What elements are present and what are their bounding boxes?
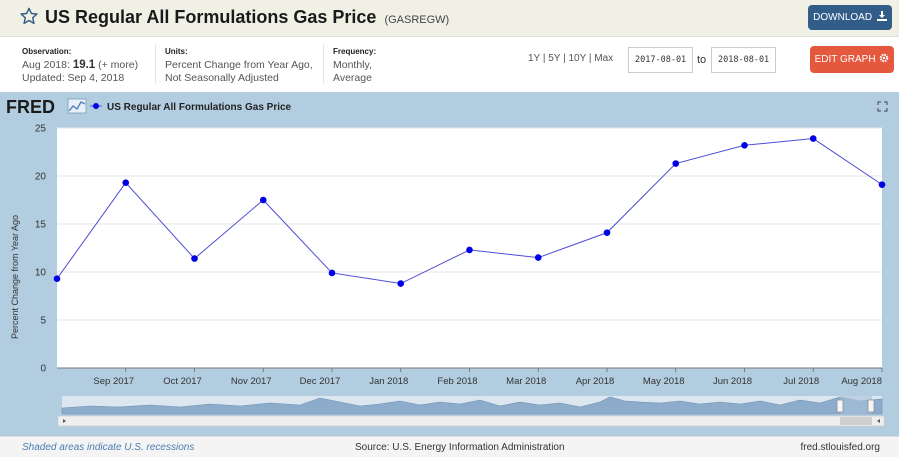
x-tick-label: Aug 2018: [841, 376, 882, 387]
edit-graph-label: EDIT GRAPH: [814, 54, 876, 65]
download-icon: [876, 11, 887, 21]
data-point[interactable]: [878, 181, 886, 188]
range-max[interactable]: Max: [594, 53, 614, 64]
y-tick-label: 15: [35, 220, 47, 231]
units-line2: Not Seasonally Adjusted: [165, 72, 279, 84]
range-5y[interactable]: 5Y: [548, 53, 561, 64]
navigator[interactable]: [57, 396, 885, 427]
range-selector: 1Y | 5Y | 10Y | Max: [528, 53, 613, 64]
end-date-input[interactable]: [711, 47, 776, 73]
y-tick-label: 0: [40, 364, 46, 375]
fred-url-link[interactable]: fred.stlouisfed.org: [800, 442, 881, 453]
x-tick-label: Oct 2017: [163, 376, 202, 387]
expand-icon[interactable]: [877, 101, 888, 112]
x-tick-label: Jan 2018: [369, 376, 408, 387]
range-separator: |: [563, 53, 566, 64]
series-id: (GASREGW): [384, 14, 450, 26]
series-line-group: [53, 135, 886, 287]
units-label: Units:: [165, 47, 188, 56]
y-axis-label: Percent Change from Year Ago: [10, 215, 20, 339]
fred-logo-chart-icon: [67, 98, 87, 114]
x-tick-label: Dec 2017: [300, 376, 341, 387]
divider: [323, 44, 324, 84]
download-label: DOWNLOAD: [813, 12, 873, 23]
units-line1: Percent Change from Year Ago,: [165, 59, 313, 71]
observation-more-link[interactable]: (+ more): [98, 59, 139, 71]
range-separator: |: [588, 53, 592, 64]
observation-value: 19.1: [72, 59, 96, 71]
navigator-handle-left[interactable]: [836, 399, 844, 413]
legend-marker: [93, 103, 99, 109]
navigator-mini-chart: [61, 396, 883, 415]
data-point[interactable]: [397, 280, 405, 287]
y-tick-label: 5: [40, 316, 46, 327]
x-tick-label: Mar 2018: [506, 376, 546, 387]
observation-block: Observation: Aug 2018: 19.1 (+ more) Upd…: [22, 45, 138, 85]
range-1y[interactable]: 1Y: [528, 53, 541, 64]
scroll-right-icon[interactable]: [877, 419, 880, 423]
page-title: US Regular All Formulations Gas Price (G…: [45, 7, 449, 28]
download-button[interactable]: DOWNLOAD: [808, 5, 892, 30]
legend: US Regular All Formulations Gas Price: [90, 102, 292, 113]
scroll-left-icon[interactable]: [63, 419, 66, 423]
observation-label: Observation:: [22, 47, 72, 56]
data-point[interactable]: [809, 135, 817, 142]
graph-footer: Shaded areas indicate U.S. recessions So…: [0, 436, 899, 457]
recession-note: Shaded areas indicate U.S. recessions: [22, 442, 195, 453]
star-icon[interactable]: [20, 7, 38, 25]
series-title: US Regular All Formulations Gas Price: [45, 7, 377, 27]
fred-logo: FRED: [6, 97, 55, 117]
data-point[interactable]: [466, 246, 473, 254]
frequency-block: Frequency: Monthly, Average: [333, 45, 376, 85]
edit-graph-button[interactable]: EDIT GRAPH: [810, 46, 894, 73]
data-point[interactable]: [122, 179, 130, 187]
data-point[interactable]: [191, 255, 198, 262]
observation-date: Aug 2018:: [22, 59, 70, 71]
data-point[interactable]: [53, 275, 61, 283]
frequency-line1: Monthly,: [333, 59, 372, 71]
legend-label: US Regular All Formulations Gas Price: [107, 102, 292, 113]
navigator-selection[interactable]: [840, 396, 872, 414]
data-point[interactable]: [741, 141, 748, 149]
x-tick-label: Apr 2018: [576, 376, 615, 387]
x-axis: Sep 2017 Oct 2017 Nov 2017 Dec 2017 Jan 2018…: [57, 367, 883, 387]
units-block: Units: Percent Change from Year Ago, Not…: [165, 45, 313, 85]
range-separator: |: [542, 53, 546, 64]
graph-panel: FRED US Regular All Formulations Gas Pri…: [0, 92, 899, 457]
navigator-scrollbar[interactable]: [57, 415, 885, 427]
data-point[interactable]: [672, 160, 680, 167]
divider: [155, 44, 156, 84]
updated-text: Updated: Sep 4, 2018: [22, 72, 125, 84]
y-tick-label: 20: [35, 172, 47, 183]
x-tick-label: Feb 2018: [437, 376, 477, 387]
x-tick-label: Jun 2018: [713, 376, 752, 387]
gear-icon: [880, 53, 889, 63]
data-point[interactable]: [534, 254, 542, 261]
navigator-handle-right[interactable]: [867, 399, 875, 413]
range-10y[interactable]: 10Y: [568, 53, 587, 64]
data-point[interactable]: [259, 196, 267, 204]
title-bar: US Regular All Formulations Gas Price (G…: [0, 0, 899, 37]
start-date-input[interactable]: [628, 47, 693, 73]
scrollbar-thumb[interactable]: [840, 417, 872, 425]
y-tick-label: 10: [35, 268, 47, 279]
x-tick-label: Jul 2018: [783, 376, 819, 387]
y-tick-label: 25: [35, 124, 47, 135]
data-point[interactable]: [603, 229, 611, 236]
frequency-label: Frequency:: [333, 47, 377, 56]
data-point[interactable]: [328, 269, 336, 277]
x-tick-label: Sep 2017: [93, 376, 134, 387]
source-text: Source: U.S. Energy Information Administ…: [355, 442, 565, 453]
to-label: to: [697, 54, 707, 66]
x-tick-label: Nov 2017: [231, 376, 272, 387]
x-tick-label: May 2018: [643, 376, 685, 387]
frequency-line2: Average: [333, 72, 372, 84]
chart: FRED US Regular All Formulations Gas Pri…: [6, 97, 888, 427]
y-axis: 0 5 10 15 20 25: [35, 124, 47, 375]
